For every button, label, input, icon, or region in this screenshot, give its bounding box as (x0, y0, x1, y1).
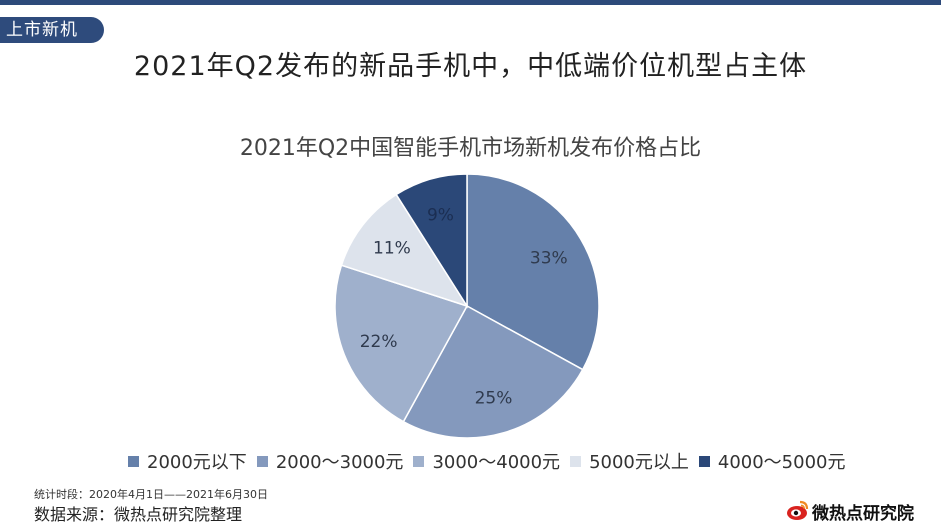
legend-swatch (256, 455, 268, 467)
weibo-eye-icon (787, 500, 809, 520)
legend-swatch (698, 455, 710, 467)
legend-label: 2000～3000元 (275, 452, 404, 473)
legend-label: 4000～5000元 (717, 452, 846, 473)
data-source: 数据来源：微热点研究院整理 (34, 505, 243, 524)
legend-swatch (570, 455, 582, 467)
pie-slice (340, 193, 469, 308)
pie-slice (395, 173, 468, 309)
pie-data-label: 9% (427, 206, 454, 226)
legend-item: 5000元以上 (570, 448, 689, 474)
footnote: 统计时段：2020年4月1日——2021年6月30日 (34, 488, 268, 501)
brand-logo: 微热点研究院 (784, 498, 914, 524)
pie-data-label: 22% (360, 332, 398, 352)
legend-item: 2000～3000元 (256, 448, 404, 474)
pie-slice (466, 173, 600, 371)
legend-label: 2000元以下 (147, 452, 247, 473)
legend-item: 4000～5000元 (698, 448, 846, 474)
section-tab: 上市新机 (0, 17, 104, 43)
legend-label: 3000～4000元 (432, 452, 561, 473)
pie-slice (334, 264, 469, 423)
top-accent-bar (0, 0, 941, 5)
pie-slice (402, 304, 584, 439)
pie-data-label: 33% (530, 249, 568, 269)
pie-data-label: 25% (475, 388, 513, 408)
legend-swatch (413, 455, 425, 467)
chart-title: 2021年Q2中国智能手机市场新机发布价格占比 (239, 136, 702, 161)
page-title: 2021年Q2发布的新品手机中，中低端价位机型占主体 (133, 51, 808, 82)
pie-data-label: 11% (373, 239, 411, 259)
legend-item: 2000元以下 (128, 448, 247, 474)
legend-label: 5000元以上 (589, 452, 689, 473)
brand-name: 微热点研究院 (812, 503, 914, 524)
legend-swatch (128, 455, 139, 467)
legend-item: 3000～4000元 (413, 448, 560, 474)
chart-legend: 2000元以下 2000～3000元 3000～4000元 5000元以上 4000～5… (128, 448, 856, 474)
